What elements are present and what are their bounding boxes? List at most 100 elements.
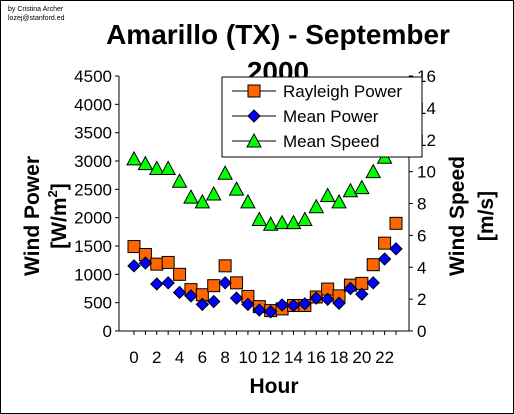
mean-speed-point [148, 160, 165, 175]
rayleigh-power-point [173, 267, 187, 281]
y-axis-right-label-main-group: Wind Speed [446, 156, 469, 276]
mean-power-point [195, 297, 210, 312]
rayleigh-power-point [218, 259, 232, 273]
mean-speed-point [251, 211, 268, 226]
mean-speed-point [171, 173, 188, 188]
x-tick-label: 18 [330, 348, 349, 367]
rayleigh-power-point [230, 276, 244, 290]
rayleigh-power-point [389, 216, 403, 230]
y-axis-left-unit: [W/m2] [45, 183, 71, 249]
mean-speed-point [228, 181, 245, 196]
x-tick-label: 20 [352, 348, 371, 367]
legend-label-mean-power: Mean Power [283, 107, 379, 126]
mean-speed-point [285, 214, 302, 230]
mean-speed-point [297, 211, 313, 226]
author-credit: by Cristina Archer lozej@stanford.ed [8, 5, 65, 23]
x-tick-label: 12 [261, 348, 280, 367]
mean-power-point [320, 292, 335, 306]
x-tick-label: 22 [375, 348, 394, 367]
mean-power-point [389, 242, 403, 256]
mean-power-point [127, 259, 141, 273]
y-right-tick-label: 2 [417, 290, 426, 309]
y-right-tick-label: 10 [417, 163, 436, 182]
mean-power-point [172, 285, 187, 300]
y-left-tick-label: 3000 [74, 152, 112, 171]
y-right-tick-label: 4 [417, 258, 426, 277]
y-right-tick-label: 8 [417, 195, 426, 214]
mean-speed-point [137, 155, 154, 171]
rayleigh-power-point [207, 279, 221, 293]
y-axis-right-label: Wind Speed [446, 156, 469, 276]
mean-power-point [263, 305, 278, 319]
legend-marker-rayleigh-power [247, 84, 261, 98]
y-left-tick-label: 0 [103, 322, 112, 341]
mean-power-point [355, 287, 369, 301]
mean-power-point [275, 298, 289, 312]
mean-speed-point [308, 198, 325, 214]
legend-label-mean-speed: Mean Speed [283, 132, 379, 151]
mean-power-point [377, 252, 392, 266]
legend: Rayleigh Power Mean Power Mean Speed [221, 76, 423, 158]
mean-power-point [309, 291, 323, 305]
mean-power-point [252, 303, 267, 317]
legend-marker-mean-power [247, 109, 261, 123]
mean-power-point [161, 276, 175, 290]
chart-title: Amarillo (TX) - September [106, 19, 450, 50]
author-email: lozej@stanford.ed [8, 15, 65, 22]
mean-power-point [138, 256, 153, 270]
y-right-tick-label: 0 [417, 322, 426, 341]
y-left-tick-label: 1000 [74, 265, 112, 284]
mean-power-point [241, 297, 255, 312]
mean-speed-point [183, 189, 199, 204]
mean-power-point [207, 294, 221, 309]
mean-speed-point [240, 193, 256, 209]
x-tick-label: 10 [238, 348, 257, 367]
y-left-tick-label: 4000 [74, 95, 112, 114]
mean-speed-point [126, 150, 142, 166]
mean-speed-point [319, 187, 336, 203]
author-name: by Cristina Archer [8, 6, 64, 13]
mean-speed-point [262, 216, 279, 231]
y-left-tick-label: 4500 [74, 67, 112, 86]
y-left-tick-label: 1500 [74, 237, 112, 256]
rayleigh-power-point [150, 257, 164, 271]
x-tick-label: 4 [175, 348, 184, 367]
legend-marker-mean-speed [246, 132, 262, 148]
mean-power-point [218, 276, 232, 290]
y-axis-right-unit: [m/s] [475, 191, 498, 241]
y-left-tick-label: 3500 [74, 124, 112, 143]
y-right-tick-label: 6 [417, 226, 426, 245]
mean-power-point [343, 281, 358, 296]
x-tick-label: 8 [220, 348, 229, 367]
x-axis-label: Hour [250, 375, 299, 398]
mean-speed-point [274, 214, 290, 230]
y-left-tick-label: 2000 [74, 209, 112, 228]
mean-speed-point [353, 179, 370, 195]
mean-speed-point [331, 193, 347, 209]
x-tick-label: 6 [198, 348, 207, 367]
rayleigh-power-point [366, 258, 380, 272]
y-axis-right-unit-group: [m/s] [475, 191, 498, 241]
mean-speed-point [205, 185, 222, 201]
x-tick-label: 16 [307, 348, 326, 367]
y-axis-left-label-main-group: Wind Power [21, 156, 44, 276]
mean-speed-point [342, 182, 359, 198]
mean-power-point [286, 298, 301, 313]
x-tick-label: 0 [129, 348, 138, 367]
y-axis-left-unit-group: [W/m2] [45, 183, 71, 249]
y-axis-left-label: Wind Power [21, 156, 44, 276]
mean-power-point [366, 276, 380, 290]
y-left-tick-label: 500 [84, 294, 112, 313]
mean-speed-point [194, 193, 211, 209]
mean-power-point [150, 277, 164, 291]
mean-speed-point [217, 165, 233, 180]
mean-speed-point [365, 163, 382, 179]
x-tick-label: 2 [152, 348, 161, 367]
mean-power-point [298, 297, 312, 311]
marks-layer: 0500100015002000250030003500400045000246… [74, 67, 436, 367]
mean-speed-point [160, 160, 177, 175]
rayleigh-power-point [378, 236, 392, 250]
legend-label-rayleigh-power: Rayleigh Power [283, 82, 402, 101]
